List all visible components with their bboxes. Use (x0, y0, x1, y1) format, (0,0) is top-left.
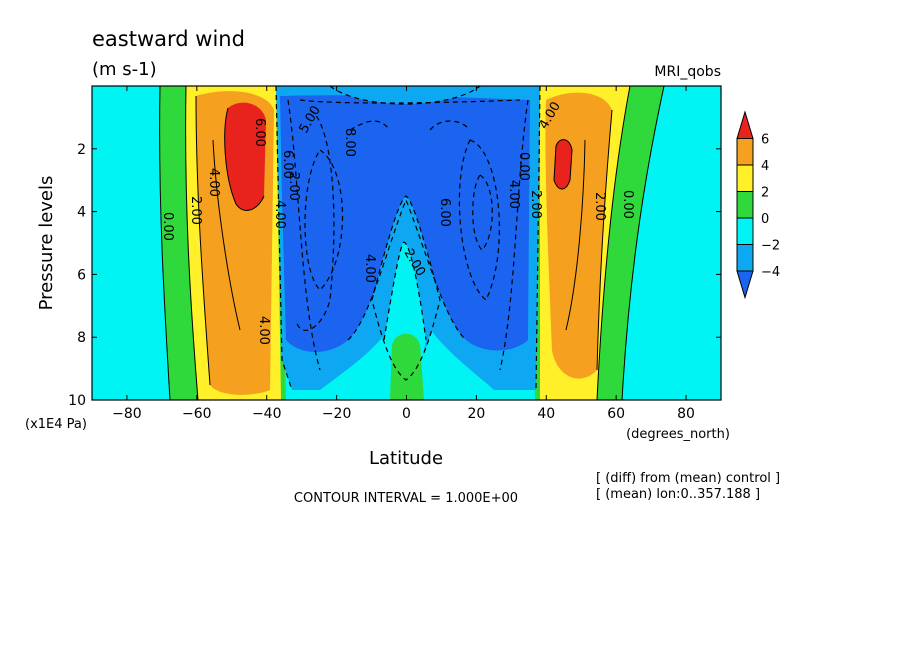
contour-label: 0.00 (516, 152, 531, 181)
colorbar-label: 6 (761, 133, 769, 148)
contour-label: 6.00 (437, 198, 452, 227)
contour-line (499, 99, 529, 371)
contour-line (621, 86, 665, 400)
x-axis-label: Latitude (369, 448, 443, 469)
y-tick-label: 4 (77, 205, 86, 221)
contour-line (458, 139, 500, 301)
y-tick-label: 6 (77, 267, 86, 283)
contour-line (299, 99, 521, 104)
contour-label: 0.00 (160, 212, 175, 241)
chart-title: eastward wind (92, 27, 245, 51)
x-tick-label: −60 (182, 406, 212, 422)
colorbar-label: −2 (761, 239, 780, 254)
contour-label: 6.00 (280, 150, 295, 179)
colorbar-label: 4 (761, 159, 769, 174)
x-tick-label: −80 (112, 406, 142, 422)
contour-label: 6.00 (252, 118, 267, 147)
contour-line (185, 86, 199, 400)
contour-label: 2.00 (528, 190, 543, 219)
contour-label: 4.00 (506, 180, 521, 209)
tropical-blue-region (280, 95, 530, 352)
north-red-region (554, 139, 572, 189)
colorbar-swatch (736, 138, 754, 166)
y-unit-label: (x1E4 Pa) (25, 417, 87, 432)
diff-note: [ (diff) from (mean) control ] (596, 471, 780, 486)
x-axis: −80 −60 −40 −20 0 20 40 60 80 (112, 86, 695, 422)
contour-line (295, 109, 335, 331)
equatorial-green-region (390, 333, 424, 400)
x-tick-label: −20 (322, 406, 352, 422)
contour-label: 8.00 (342, 128, 357, 157)
contour-line (195, 95, 211, 386)
contour-line (159, 86, 171, 400)
upper-lightblue-region (330, 86, 480, 104)
contour-label: 4.00 (362, 254, 377, 283)
colorbar-swatch (736, 191, 754, 219)
contour-line (212, 139, 241, 331)
contour-label: 2.00 (592, 192, 607, 221)
contour-line (275, 86, 293, 391)
y-tick-label: 2 (77, 142, 86, 158)
x-tick-label: 60 (607, 406, 625, 422)
negative-contour-lines (275, 86, 541, 391)
colorbar-swatch (736, 270, 754, 300)
colorbar: 6 4 2 0 −2 −4 (736, 110, 780, 300)
colorbar-label: −4 (761, 265, 780, 280)
x-tick-label: 20 (467, 406, 485, 422)
contour-label: 4.00 (206, 168, 221, 197)
contour-fill (92, 86, 721, 400)
colorbar-label: 0 (761, 212, 769, 227)
colorbar-swatch (736, 110, 754, 139)
chart-units: (m s-1) (92, 59, 157, 80)
x-tick-label: 80 (677, 406, 695, 422)
colorbar-swatch (736, 244, 754, 272)
contour-label: 0.00 (620, 190, 635, 219)
y-axis-label: Pressure levels (36, 176, 57, 311)
contour-label: 2.00 (188, 196, 203, 225)
contour-line (553, 139, 573, 190)
colorbar-swatch (736, 217, 754, 245)
contour-line (224, 107, 265, 211)
mean-note: [ (mean) lon:0..357.188 ] (596, 487, 760, 502)
contour-line (383, 241, 427, 341)
x-tick-label: 40 (537, 406, 555, 422)
colorbar-label: 2 (761, 186, 769, 201)
y-tick-label: 10 (68, 393, 86, 409)
colorbar-swatch (736, 164, 754, 192)
contour-line (565, 139, 586, 331)
contour-labels: 0.00 2.00 4.00 6.00 4.00 8.00 6.00 4.00 … (160, 99, 635, 345)
contour-line (596, 86, 631, 400)
contour-line (304, 149, 343, 291)
contour-line (429, 120, 471, 131)
contour-label: 4.00 (256, 316, 271, 345)
contour-interval: CONTOUR INTERVAL = 1.000E+00 (294, 491, 518, 506)
contour-line (371, 195, 441, 381)
contour-lines (159, 86, 665, 400)
model-name: MRI_qobs (654, 64, 721, 80)
y-tick-label: 8 (77, 330, 86, 346)
y-axis: 2 4 6 8 10 (68, 142, 721, 409)
contour-label: 4.00 (272, 200, 287, 229)
contour-line (472, 174, 493, 251)
x-unit-label: (degrees_north) (626, 427, 730, 442)
contour-line (596, 109, 613, 371)
contour-label: 2.00 (286, 172, 301, 201)
south-red-region (224, 102, 266, 211)
contour-line (287, 99, 321, 371)
contour-line (347, 198, 467, 341)
contour-line (535, 86, 541, 391)
x-tick-label: −40 (252, 406, 282, 422)
x-tick-label: 0 (402, 406, 411, 422)
